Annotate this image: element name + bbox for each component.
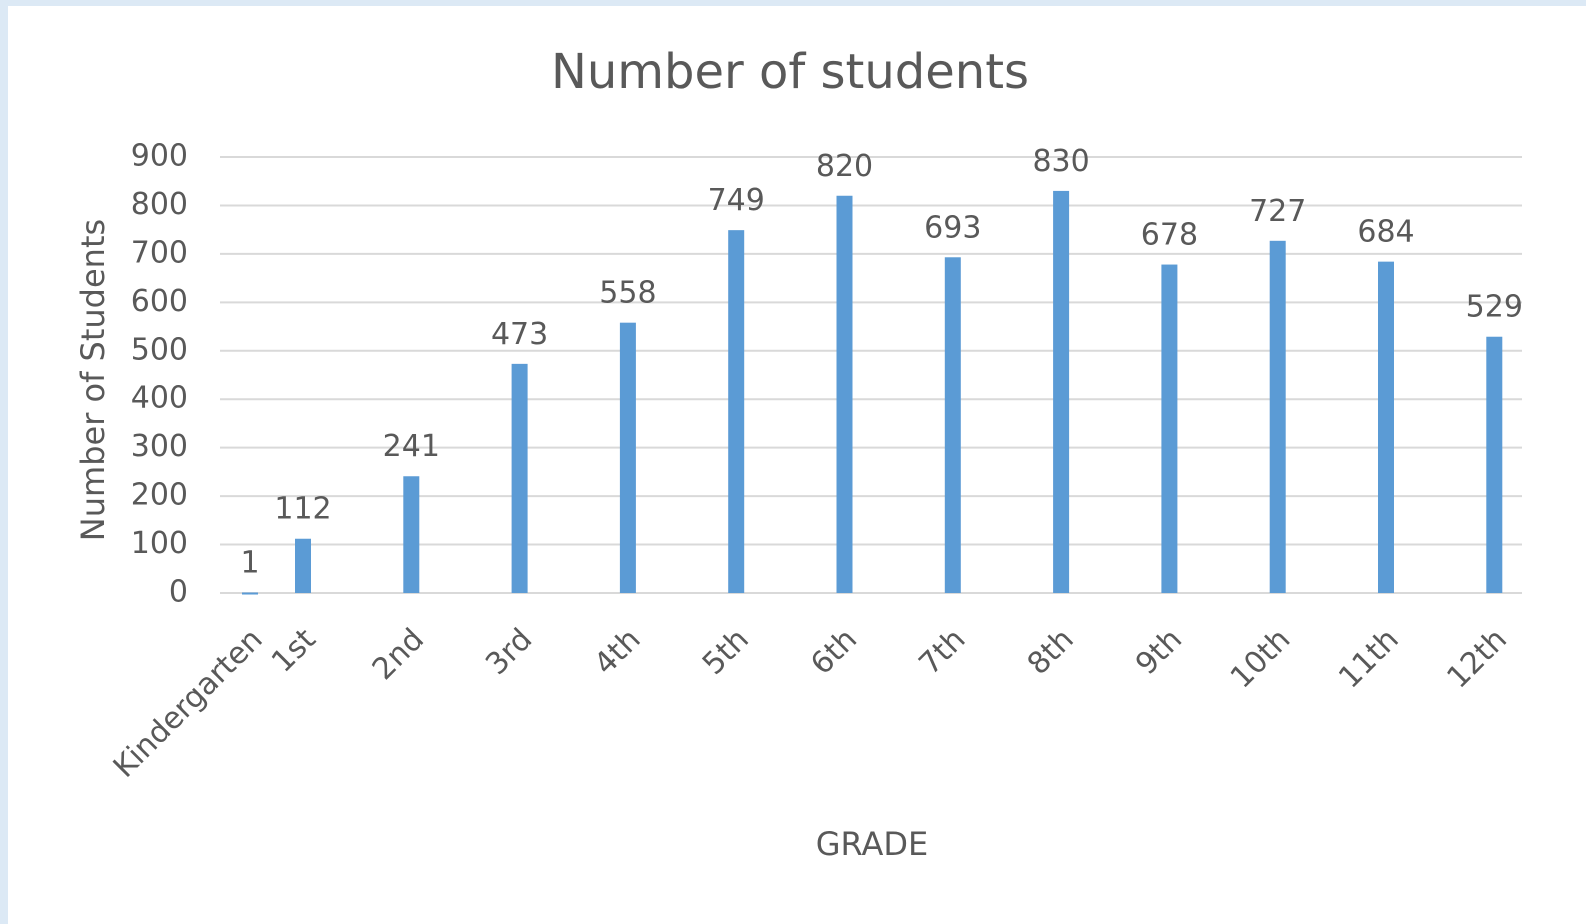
data-label: 693: [924, 210, 981, 245]
chart-background: [8, 6, 1586, 924]
bar: [944, 257, 961, 593]
y-tick-label: 500: [131, 332, 188, 367]
y-tick-label: 600: [131, 284, 188, 319]
data-label: 820: [816, 149, 873, 184]
bar: [511, 363, 528, 593]
data-label: 241: [383, 429, 440, 464]
bar: [836, 195, 853, 593]
y-tick-label: 900: [131, 139, 188, 174]
bar: [403, 476, 420, 593]
bar: [728, 230, 745, 593]
data-label: 529: [1466, 290, 1523, 325]
bar: [1161, 264, 1178, 593]
x-axis-label: GRADE: [816, 825, 928, 863]
y-axis-label: Number of Students: [74, 219, 112, 541]
bar: [1378, 261, 1394, 593]
bar: [1053, 190, 1070, 593]
data-label: 473: [491, 317, 548, 352]
data-label: 684: [1357, 215, 1414, 250]
bar: [295, 538, 311, 593]
bar: [1269, 240, 1286, 593]
data-label: 1: [240, 546, 259, 581]
bar: [242, 592, 258, 595]
y-tick-label: 200: [131, 478, 188, 513]
y-tick-label: 700: [131, 235, 188, 270]
y-tick-label: 800: [131, 187, 188, 222]
data-label: 727: [1249, 194, 1306, 229]
data-label: 830: [1032, 144, 1089, 179]
y-tick-label: 100: [131, 526, 188, 561]
bar: [1486, 336, 1503, 593]
data-label: 678: [1141, 218, 1198, 253]
y-tick-label: 300: [131, 429, 188, 464]
data-label: 112: [274, 492, 331, 527]
y-tick-label: 400: [131, 381, 188, 416]
chart-title: Number of students: [551, 44, 1029, 100]
data-label: 558: [599, 276, 656, 311]
data-label: 749: [708, 183, 765, 218]
bar: [619, 322, 636, 593]
y-tick-label: 0: [169, 575, 188, 610]
